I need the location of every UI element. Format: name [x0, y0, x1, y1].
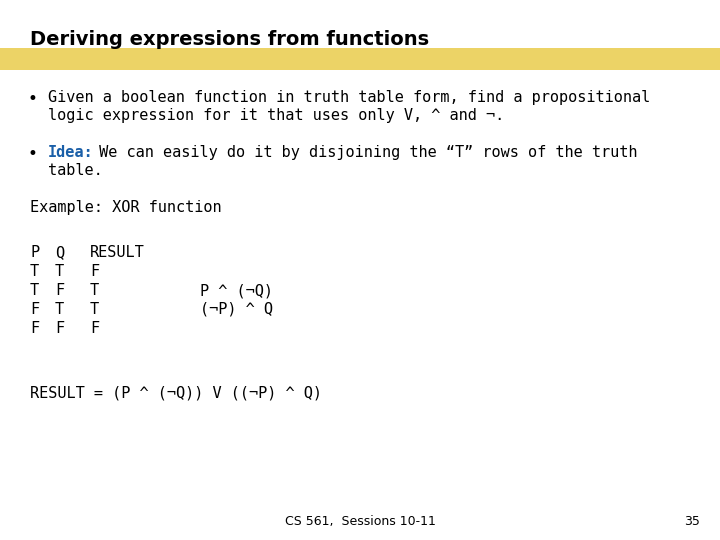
Text: T: T [55, 264, 64, 279]
Text: logic expression for it that uses only V, ^ and ¬.: logic expression for it that uses only V… [48, 108, 504, 123]
Text: P: P [30, 245, 39, 260]
Text: T: T [55, 302, 64, 317]
Text: 35: 35 [684, 515, 700, 528]
Text: F: F [30, 321, 39, 336]
Text: •: • [28, 145, 38, 163]
FancyBboxPatch shape [0, 48, 720, 70]
Text: Idea:: Idea: [48, 145, 94, 160]
Text: T: T [90, 302, 99, 317]
Text: F: F [90, 264, 99, 279]
Text: F: F [30, 302, 39, 317]
Text: •: • [28, 90, 38, 108]
Text: F: F [55, 321, 64, 336]
Text: RESULT: RESULT [90, 245, 145, 260]
Text: P ^ (¬Q): P ^ (¬Q) [200, 283, 273, 298]
Text: CS 561,  Sessions 10-11: CS 561, Sessions 10-11 [284, 515, 436, 528]
Text: T: T [90, 283, 99, 298]
Text: table.: table. [48, 163, 103, 178]
Text: T: T [30, 283, 39, 298]
Text: Q: Q [55, 245, 64, 260]
Text: (¬P) ^ Q: (¬P) ^ Q [200, 302, 273, 317]
Text: Deriving expressions from functions: Deriving expressions from functions [30, 30, 429, 49]
Text: F: F [90, 321, 99, 336]
Text: F: F [55, 283, 64, 298]
Text: T: T [30, 264, 39, 279]
Text: We can easily do it by disjoining the “T” rows of the truth: We can easily do it by disjoining the “T… [90, 145, 637, 160]
Text: Example: XOR function: Example: XOR function [30, 200, 222, 215]
Text: RESULT = (P ^ (¬Q)) V ((¬P) ^ Q): RESULT = (P ^ (¬Q)) V ((¬P) ^ Q) [30, 385, 322, 400]
Text: Given a boolean function in truth table form, find a propositional: Given a boolean function in truth table … [48, 90, 650, 105]
